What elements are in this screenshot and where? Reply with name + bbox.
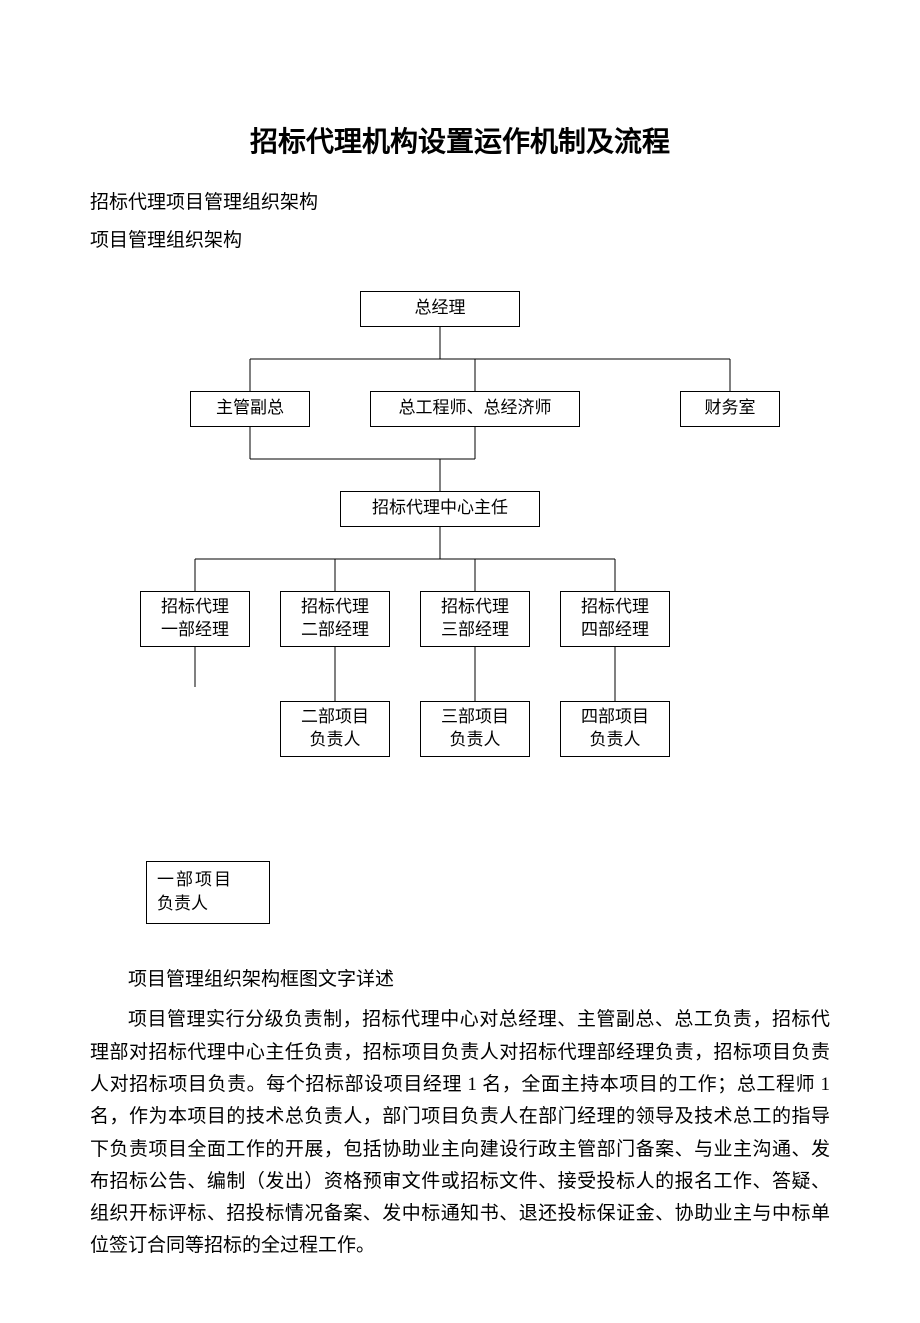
page-title: 招标代理机构设置运作机制及流程 [90,120,830,160]
isolated-line2: 负责人 [157,892,259,917]
subtitle-1: 招标代理项目管理组织架构 [90,188,830,218]
org-node-ce: 总工程师、总经济师 [370,391,580,427]
org-node-p2: 二部项目负责人 [280,701,390,757]
isolated-node: 一部项目 负责人 [146,861,270,924]
org-node-m4: 招标代理四部经理 [560,591,670,647]
description-heading: 项目管理组织架构框图文字详述 [90,964,830,996]
isolated-line1: 一部项目 [157,868,259,893]
org-node-p4: 四部项目负责人 [560,701,670,757]
org-node-dir: 招标代理中心主任 [340,491,540,527]
org-chart: 总经理主管副总 总工程师、总经济师 财务室招标代理中心主任招标代理一部经理招标代理二… [90,281,830,801]
org-node-gm: 总经理 [360,291,520,327]
org-node-p3: 三部项目负责人 [420,701,530,757]
description-body: 项目管理实行分级负责制，招标代理中心对总经理、主管副总、总工负责，招标代理部对招… [90,1004,830,1262]
org-node-m3: 招标代理三部经理 [420,591,530,647]
org-node-fin: 财务室 [680,391,780,427]
subtitle-2: 项目管理组织架构 [90,226,830,256]
org-node-dgm: 主管副总 [190,391,310,427]
org-node-m1: 招标代理一部经理 [140,591,250,647]
org-node-m2: 招标代理二部经理 [280,591,390,647]
